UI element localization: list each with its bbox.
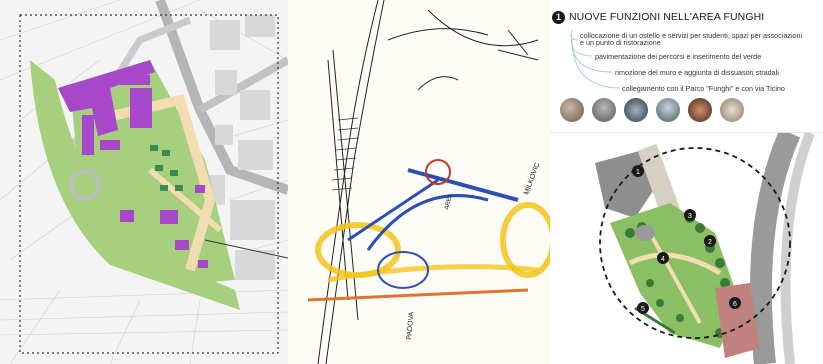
photo-thumbnail (688, 98, 712, 122)
secondary-road (198, 56, 288, 114)
svg-text:3: 3 (688, 213, 692, 220)
red-circle (425, 159, 451, 185)
reference-photos (560, 98, 750, 124)
section-title: NUOVE FUNZIONI NELL'AREA FUNGHI (569, 11, 765, 23)
list-item: pavimentazione dei percorsi e inseriment… (595, 52, 762, 61)
purple-buildings (58, 60, 208, 268)
park-path (628, 252, 722, 276)
divider (550, 132, 823, 133)
map-streets (0, 0, 288, 364)
map-markers: 1 2 3 4 5 6 (632, 165, 741, 314)
sketch-label-bottom: PADOVA (406, 311, 415, 340)
photo-thumbnail (720, 98, 744, 122)
leader-line (204, 239, 288, 259)
orange-stroke (307, 288, 529, 302)
function-list: collocazione di un ostello e servizi per… (550, 28, 823, 94)
svg-text:4: 4 (661, 256, 665, 263)
site-plan-panel (0, 0, 288, 364)
sketch-label-center: AREA (444, 193, 454, 210)
hatching (331, 117, 359, 191)
blue-circle (377, 251, 429, 289)
yellow-oval-right (500, 202, 550, 278)
roundabout (69, 169, 101, 201)
list-item: rimozione del muro e aggiunta di dissuas… (615, 68, 779, 77)
list-item: e un punto di ristorazione (580, 38, 661, 47)
photo-thumbnail (560, 98, 584, 122)
map-marker: 2 (704, 235, 716, 247)
dotted-frame (19, 14, 279, 354)
city-blocks (205, 15, 275, 280)
list-item: collegamento con il Parco "Funghi" e con… (622, 84, 785, 93)
garden-plots (150, 145, 183, 191)
functions-panel: 1 NUOVE FUNZIONI NELL'AREA FUNGHI colloc… (550, 0, 823, 364)
site-plan-map (0, 0, 288, 364)
list-item: collocazione di un ostello e servizi per… (580, 31, 803, 40)
pink-building (715, 283, 760, 358)
map-marker: 6 (729, 297, 741, 309)
list-curves (570, 29, 621, 89)
photo-thumbnail (656, 98, 680, 122)
map-marker: 5 (637, 302, 649, 314)
road-curve (749, 133, 801, 364)
detail-map: 1 2 3 4 5 6 (595, 133, 815, 364)
photo-thumbnail (624, 98, 648, 122)
section-number: 1 (552, 11, 565, 24)
sketch-edge-lines (317, 0, 385, 364)
svg-text:1: 1 (636, 169, 640, 176)
sketch-label-right: MILKOVIC (523, 162, 541, 196)
concept-sketch: MILKOVIC PADOVA AREA (307, 0, 550, 364)
section-heading: 1 NUOVE FUNZIONI NELL'AREA FUNGHI (552, 10, 823, 26)
photo-thumbnail (592, 98, 616, 122)
map-marker: 1 (632, 165, 644, 177)
dashed-boundary (599, 147, 791, 339)
top-strokes (387, 9, 539, 91)
concept-sketch-panel: MILKOVIC PADOVA AREA (288, 0, 550, 364)
svg-text:2: 2 (708, 239, 712, 246)
svg-text:5: 5 (641, 306, 645, 313)
map-marker: 3 (684, 209, 696, 221)
svg-text:6: 6 (733, 301, 737, 308)
blue-arc (366, 194, 489, 251)
map-marker: 4 (657, 252, 669, 264)
